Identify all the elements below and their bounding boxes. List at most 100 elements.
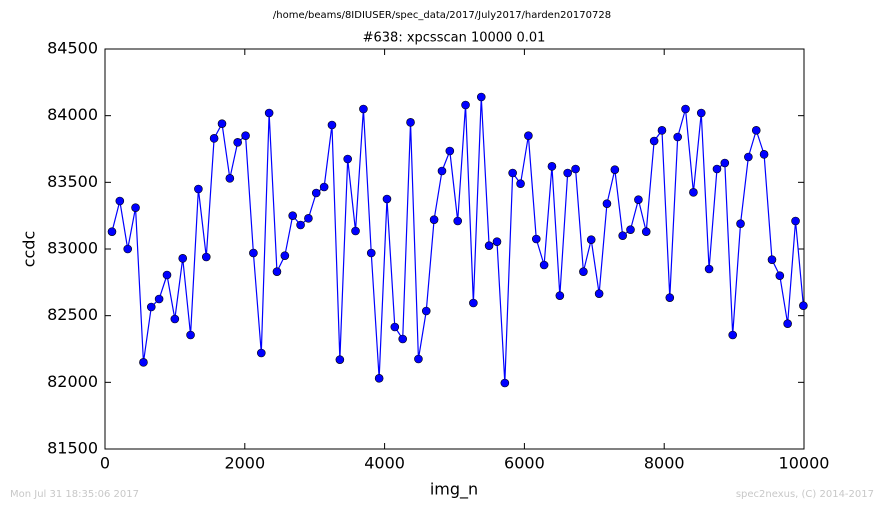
y-tick-label: 84000	[47, 105, 98, 124]
data-point	[469, 298, 478, 308]
x-tick-label: 6000	[504, 454, 545, 473]
data-point	[751, 126, 761, 135]
data-point	[335, 355, 345, 364]
y-tick-label: 84500	[47, 39, 98, 58]
data-point	[170, 314, 180, 324]
data-point	[696, 108, 706, 118]
data-point	[123, 244, 133, 254]
data-point	[209, 134, 219, 143]
data-point	[453, 216, 463, 226]
data-point	[311, 188, 321, 198]
data-point	[366, 248, 376, 258]
data-point	[508, 168, 517, 178]
data-point	[115, 196, 125, 206]
x-tick-label: 8000	[644, 454, 685, 473]
data-point	[799, 301, 808, 310]
plot-frame	[104, 48, 805, 450]
data-point	[720, 158, 730, 168]
data-point	[131, 203, 140, 212]
data-point	[736, 219, 745, 228]
data-point	[421, 306, 431, 316]
data-point	[398, 334, 408, 344]
data-point	[382, 194, 392, 204]
x-tick-label: 0	[100, 454, 110, 473]
data-point	[767, 255, 777, 264]
data-point	[547, 162, 557, 171]
chart-subtitle: #638: xpcsscan 10000 0.01	[363, 31, 546, 46]
data-point	[484, 241, 494, 250]
data-point	[775, 271, 785, 280]
data-point	[476, 92, 486, 102]
data-point	[783, 319, 792, 328]
data-point	[555, 291, 565, 300]
data-point	[374, 374, 384, 383]
data-point	[154, 294, 164, 304]
data-point	[162, 270, 172, 280]
data-point	[406, 118, 415, 127]
data-point	[524, 131, 533, 140]
data-point	[634, 195, 643, 204]
data-point	[256, 348, 266, 358]
data-point	[681, 104, 690, 114]
data-point	[233, 138, 242, 147]
data-point	[327, 120, 337, 130]
data-point	[319, 182, 329, 192]
data-point	[445, 146, 455, 156]
data-point	[563, 168, 572, 178]
y-tick-label: 81500	[47, 439, 98, 458]
data-point	[288, 211, 297, 220]
data-point	[586, 235, 596, 244]
data-point	[201, 252, 211, 262]
data-point	[673, 132, 682, 142]
data-point	[594, 289, 604, 298]
data-point	[107, 227, 117, 236]
data-point	[665, 293, 675, 302]
data-point	[351, 226, 360, 236]
chart-title: /home/beams/8IDIUSER/spec_data/2017/July…	[273, 10, 611, 21]
data-point	[194, 184, 203, 194]
data-point	[516, 179, 525, 188]
data-point	[712, 164, 722, 174]
data-point	[414, 354, 423, 364]
data-point	[728, 330, 738, 340]
footer-right: spec2nexus, (C) 2014-2017	[736, 489, 874, 500]
data-point	[296, 220, 305, 230]
x-axis-label: img_n	[430, 480, 478, 500]
data-point	[579, 267, 588, 276]
data-point	[241, 131, 250, 140]
data-point	[343, 154, 352, 164]
data-point	[649, 136, 659, 146]
data-point	[225, 174, 235, 183]
data-point	[610, 165, 620, 174]
y-tick-label: 83500	[47, 172, 98, 191]
data-point	[492, 237, 502, 246]
data-point	[791, 216, 800, 226]
data-point	[744, 152, 753, 162]
data-point	[139, 358, 148, 367]
data-point	[437, 166, 447, 176]
data-point	[304, 214, 313, 223]
data-point	[390, 322, 400, 332]
y-axis-label: ccdc	[20, 231, 39, 268]
data-point	[759, 150, 769, 159]
y-tick-label: 82000	[47, 372, 98, 391]
data-point	[280, 251, 290, 260]
data-point	[429, 215, 439, 224]
data-point	[500, 378, 510, 388]
data-point	[626, 225, 635, 234]
data-point	[146, 302, 156, 312]
data-point	[689, 188, 698, 197]
data-point	[531, 234, 541, 244]
data-point	[249, 248, 258, 258]
data-point	[217, 119, 227, 128]
data-point	[571, 164, 580, 174]
data-point	[539, 260, 549, 270]
data-point	[657, 126, 667, 135]
data-point	[359, 104, 368, 114]
y-tick-label: 83000	[47, 239, 98, 258]
data-point	[602, 199, 612, 208]
data-point	[264, 108, 274, 118]
footer-left: Mon Jul 31 18:35:06 2017	[10, 489, 139, 500]
